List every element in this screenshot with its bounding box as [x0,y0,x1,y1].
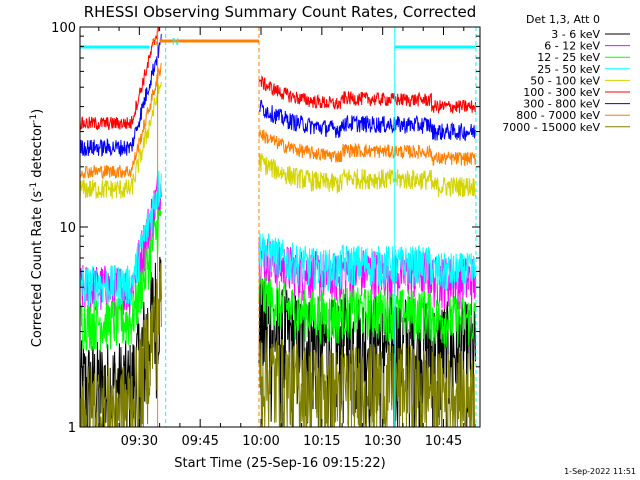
x-tick-label-1: 09:30 [121,434,158,449]
y-axis-label-main: Corrected Count Rate (s [30,191,45,348]
legend-title: Det 1,3, Att 0 [526,13,600,26]
legend-item-8: 800 - 7000 keV [516,109,600,122]
y-axis-label-sup2: -1 [29,114,39,123]
series-line-3 [79,209,476,352]
series-line-6 [79,26,476,131]
x-axis-label: Start Time (25-Sep-16 09:15:22) [174,456,385,471]
legend-item-4: 25 - 50 keV [537,63,600,76]
series-line-7 [79,34,476,158]
x-tick-label-2: 09:45 [181,434,218,449]
y-axis-label: Corrected Count Rate (s-1 detector-1) [29,109,45,347]
legend-item-6: 100 - 300 keV [523,86,600,99]
marker-s: S [152,37,158,48]
marker-n: N [172,37,179,48]
x-tick-label-4: 10:15 [303,434,340,449]
chart-title: RHESSI Observing Summary Count Rates, Co… [84,3,477,21]
legend-item-7: 300 - 800 keV [523,98,600,111]
series-line-5 [79,81,476,200]
series-line-9 [79,263,476,429]
x-tick-label-5: 10:30 [364,434,401,449]
series-line-8 [79,63,476,180]
legend-item-5: 50 - 100 keV [530,74,600,87]
legend-item-3: 12 - 25 keV [537,51,600,64]
y-tick-label-1: 1 [68,421,76,436]
axes-group: 1 10 100 09:30 09:45 10:00 10:15 10:30 10:45 [51,21,481,449]
series-group [79,26,476,429]
y-tick-label-2: 10 [59,221,76,236]
x-tick-label-3: 10:00 [242,434,279,449]
legend-item-1: 3 - 6 keV [551,28,600,41]
y-axis-label-sup1: -1 [29,182,39,191]
legend-item-2: 6 - 12 keV [544,40,600,53]
series-line-4 [79,170,476,307]
y-axis-label-end: ) [30,109,45,114]
footer-timestamp: 1-Sep-2022 11:51 [564,467,636,476]
legend-item-9: 7000 - 15000 keV [502,121,600,134]
x-tick-label-6: 10:45 [425,434,462,449]
y-axis-label-mid: detector [30,122,45,182]
y-tick-label-3: 100 [51,21,76,36]
